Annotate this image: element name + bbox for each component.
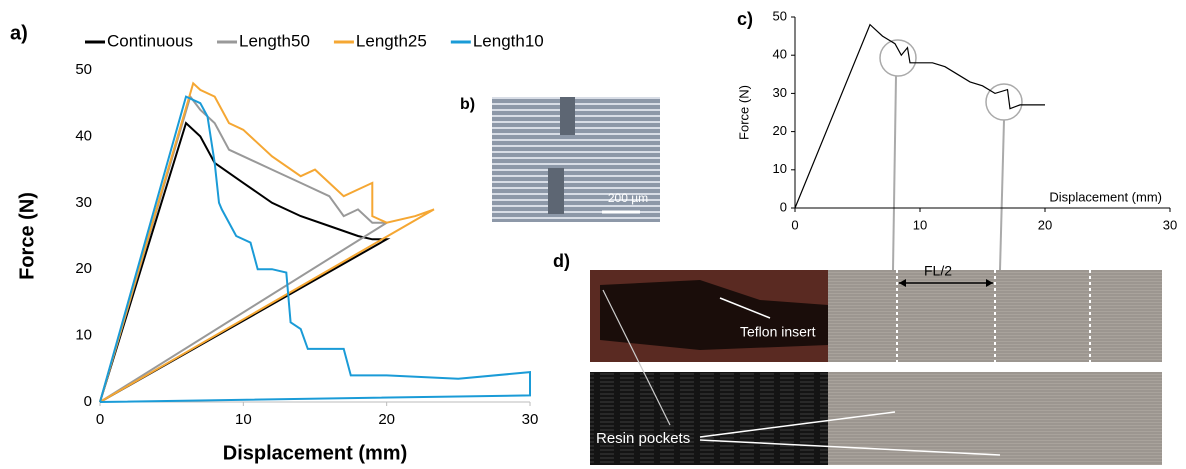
y-axis-label: Force (N) [736,85,751,140]
panel-label: d) [553,251,570,271]
highlight-circle [880,40,916,76]
x-tick-label: 0 [96,411,104,428]
series-line [100,97,530,402]
y-tick-label: 40 [773,47,787,62]
y-tick-label: 0 [84,393,92,410]
x-tick-label: 20 [378,411,395,428]
y-tick-label: 20 [75,260,92,277]
y-tick-label: 10 [75,327,92,344]
y-tick-label: 40 [75,127,92,144]
resin-pocket [560,97,575,135]
connector [1000,120,1004,270]
y-tick-label: 30 [75,194,92,211]
legend-label: Length50 [239,31,310,50]
specimen-photo [828,372,1162,465]
legend-label: Continuous [107,31,193,50]
x-tick-label: 30 [1163,217,1177,232]
x-tick-label: 30 [522,411,539,428]
connector [893,76,896,270]
series-line [795,25,1045,208]
x-tick-label: 10 [913,217,927,232]
fl-label: FL/2 [924,263,952,279]
y-tick-label: 50 [75,61,92,78]
resin-pocket [548,168,564,214]
resin-label: Resin pockets [596,430,690,447]
x-tick-label: 10 [235,411,252,428]
x-tick-label: 20 [1038,217,1052,232]
x-axis-label: Displacement (mm) [223,442,408,464]
y-tick-label: 30 [773,85,787,100]
highlight-circle [986,84,1022,120]
x-axis-label: Displacement (mm) [1049,189,1162,204]
y-tick-label: 10 [773,161,787,176]
figure: a) 200 µm b) c) d) FL/2 Teflon insert Re… [0,0,1186,469]
panel-label: a) [10,22,28,44]
y-tick-label: 0 [780,199,787,214]
panel-label: b) [460,96,475,113]
panel-label: c) [737,9,753,29]
teflon-label: Teflon insert [740,324,816,340]
y-tick-label: 50 [773,8,787,23]
x-tick-label: 0 [791,217,798,232]
specimen-photo [590,372,828,465]
legend-label: Length10 [473,31,544,50]
y-axis-label: Force (N) [16,192,38,280]
legend-label: Length25 [356,31,427,50]
scale-label: 200 µm [608,191,648,205]
y-tick-label: 20 [773,123,787,138]
